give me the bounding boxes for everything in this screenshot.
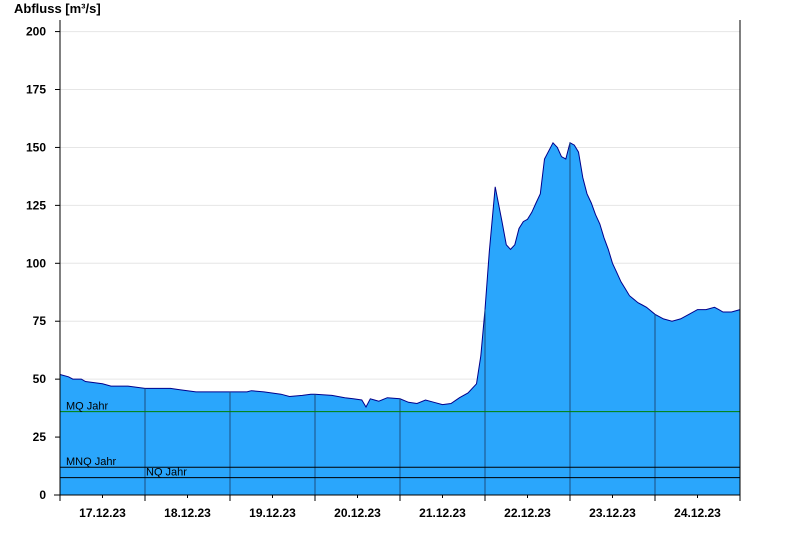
x-tick-label: 23.12.23 (589, 506, 636, 520)
x-tick-label: 22.12.23 (504, 506, 551, 520)
y-tick-label: 200 (26, 25, 46, 39)
reference-label: NQ Jahr (146, 467, 187, 479)
x-tick-label: 19.12.23 (249, 506, 296, 520)
x-tick-label: 17.12.23 (79, 506, 126, 520)
x-tick-label: 24.12.23 (674, 506, 721, 520)
gridlines (60, 31, 740, 438)
y-tick-label: 50 (33, 372, 47, 386)
discharge-line (59, 141, 741, 409)
axes (54, 20, 741, 496)
x-axis-ticks: 17.12.23 18.12.23 19.12.23 20.12.23 21.12.23… (59, 495, 741, 520)
y-tick-label: 25 (33, 430, 47, 444)
y-tick-label: 75 (33, 314, 47, 328)
y-tick-label: 125 (26, 198, 46, 212)
x-tick-label: 20.12.23 (334, 506, 381, 520)
x-tick-label: 21.12.23 (419, 506, 466, 520)
y-tick-label: 175 (26, 83, 46, 97)
x-tick-label: 18.12.23 (164, 506, 211, 520)
reference-lines: MQ Jahr MNQ Jahr NQ Jahr (60, 401, 740, 479)
y-axis-ticks: 0 25 50 75 100 125 150 175 200 (26, 25, 60, 502)
y-tick-label: 0 (39, 488, 46, 502)
y-tick-label: 100 (26, 256, 46, 270)
y-tick-label: 150 (26, 140, 46, 154)
reference-label: MNQ Jahr (66, 456, 116, 468)
y-axis-title: Abfluss [m³/s] (14, 1, 101, 16)
reference-label: MQ Jahr (66, 401, 109, 413)
